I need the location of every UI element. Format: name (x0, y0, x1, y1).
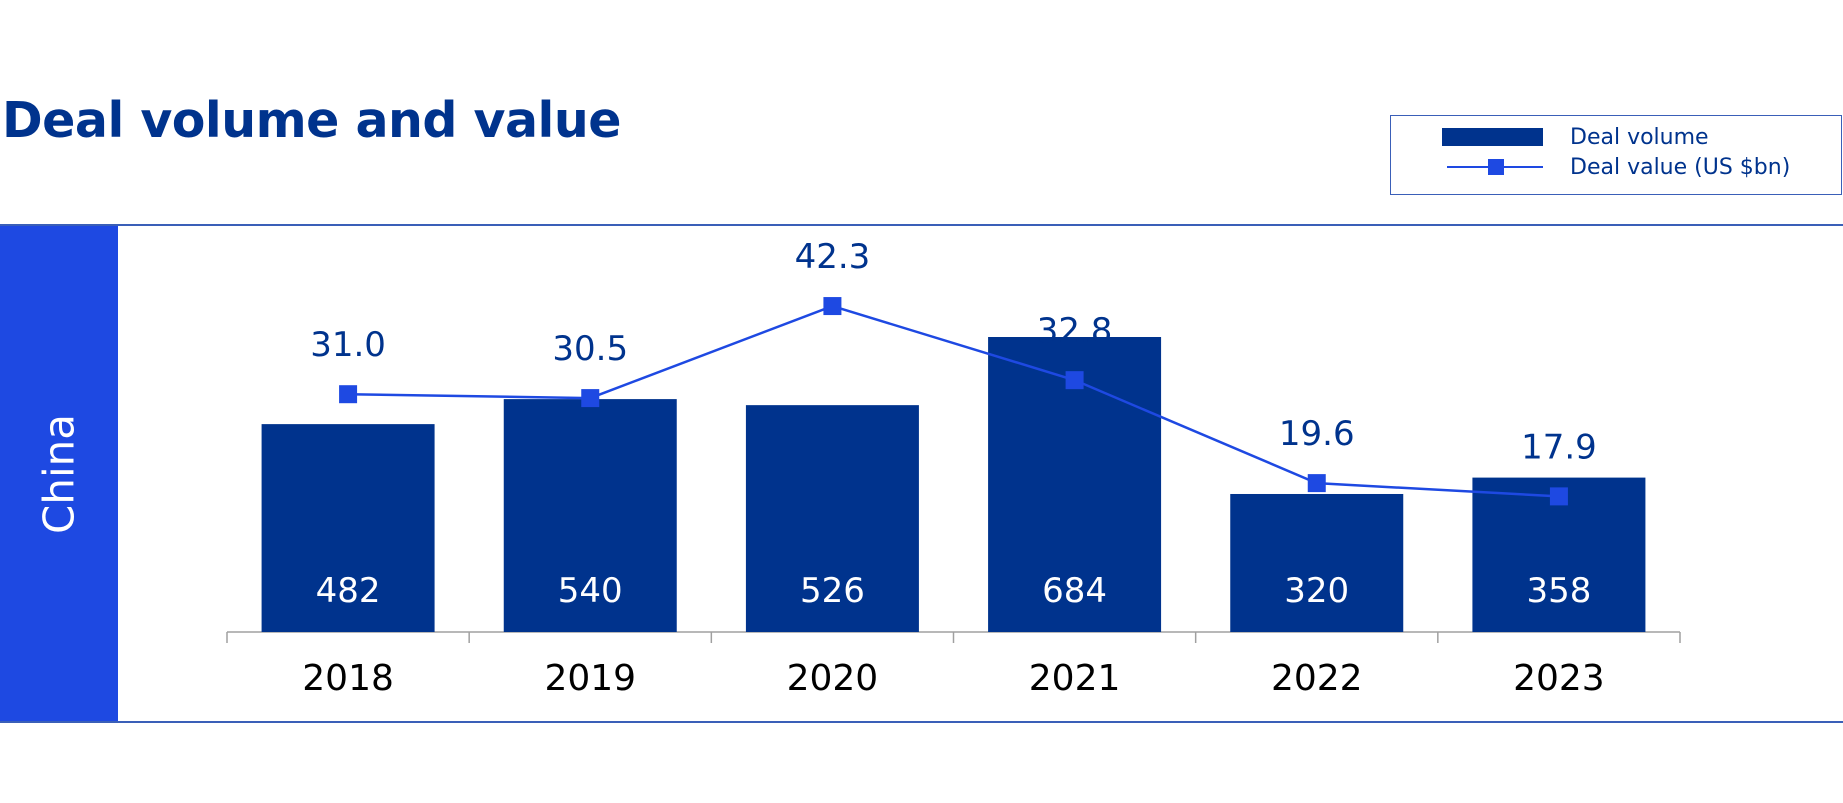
bar-2018 (261, 424, 435, 632)
bar-label-2018: 482 (316, 571, 381, 611)
line-label-2020: 42.3 (795, 237, 871, 277)
line-marker-2018 (339, 385, 358, 404)
line-marker-2023 (1549, 487, 1568, 506)
line-label-2023: 17.9 (1521, 427, 1597, 467)
line-label-2019: 30.5 (552, 329, 628, 369)
line-label-2021: 32.8 (1037, 311, 1113, 351)
bar-2022 (1230, 493, 1404, 632)
line-marker-swatch-icon (1447, 159, 1543, 175)
line-label-2018: 31.0 (310, 325, 386, 365)
bar-2019 (503, 399, 677, 632)
line-label-2022: 19.6 (1279, 414, 1355, 454)
legend-item-deal-value: Deal value (US $bn) (1391, 154, 1841, 180)
bar-label-2023: 358 (1526, 571, 1591, 611)
line-marker-2022 (1307, 474, 1326, 493)
x-tick-label-2020: 2020 (787, 658, 879, 699)
bar-label-2019: 540 (558, 571, 623, 611)
line-marker-2020 (823, 297, 842, 316)
bar-label-2022: 320 (1284, 571, 1349, 611)
x-tick-label-2018: 2018 (302, 658, 394, 699)
legend: Deal volume Deal value (US $bn) (1390, 115, 1842, 195)
bar-label-2020: 526 (800, 571, 865, 611)
line-marker-2019 (581, 389, 600, 408)
deal-value-line (348, 304, 1559, 498)
bar-swatch-icon (1442, 128, 1543, 146)
legend-label: Deal value (US $bn) (1570, 154, 1791, 180)
x-tick-label-2019: 2019 (544, 658, 636, 699)
chart-panel: China (0, 224, 1843, 723)
bar-2020 (745, 405, 919, 632)
legend-item-deal-volume: Deal volume (1391, 124, 1841, 150)
x-tick-label-2022: 2022 (1271, 658, 1363, 699)
chart-title: Deal volume and value (2, 92, 621, 149)
x-tick-label-2021: 2021 (1029, 658, 1121, 699)
bar-label-2021: 684 (1042, 571, 1107, 611)
legend-label: Deal volume (1570, 124, 1709, 150)
region-sidebar: China (0, 226, 118, 721)
x-tick-label-2023: 2023 (1513, 658, 1605, 699)
line-marker-2021 (1065, 371, 1084, 390)
